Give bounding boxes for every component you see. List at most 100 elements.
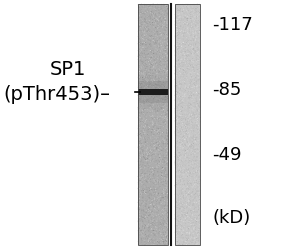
Point bbox=[160, 219, 165, 223]
Point bbox=[174, 238, 179, 242]
Point bbox=[195, 198, 200, 202]
Point bbox=[191, 225, 196, 229]
Point bbox=[186, 60, 191, 64]
Point bbox=[144, 114, 148, 117]
Point bbox=[161, 110, 166, 114]
Point bbox=[182, 105, 186, 109]
Point bbox=[144, 49, 149, 53]
Point bbox=[183, 143, 188, 147]
Point bbox=[187, 161, 192, 165]
Point bbox=[196, 68, 200, 72]
Point bbox=[164, 162, 169, 166]
Point bbox=[178, 70, 183, 74]
Point bbox=[185, 154, 190, 158]
Point bbox=[161, 17, 166, 21]
Point bbox=[195, 100, 200, 104]
Point bbox=[195, 20, 200, 24]
Point bbox=[194, 87, 199, 91]
Point bbox=[152, 182, 157, 186]
Point bbox=[164, 242, 169, 246]
Point bbox=[185, 120, 190, 124]
Point bbox=[190, 72, 195, 76]
Point bbox=[176, 185, 181, 189]
Point bbox=[176, 162, 181, 166]
Point bbox=[177, 212, 182, 216]
Point bbox=[165, 94, 170, 98]
Point bbox=[176, 71, 181, 75]
Point bbox=[189, 212, 194, 216]
Point bbox=[183, 212, 188, 216]
Point bbox=[154, 118, 159, 122]
Point bbox=[160, 20, 164, 24]
Point bbox=[161, 106, 166, 110]
Point bbox=[153, 176, 158, 180]
Point bbox=[184, 46, 189, 50]
Point bbox=[177, 169, 182, 173]
Point bbox=[196, 78, 201, 82]
Point bbox=[182, 80, 187, 84]
Point bbox=[187, 60, 192, 64]
Point bbox=[143, 76, 148, 80]
Point bbox=[185, 181, 190, 185]
Point bbox=[194, 124, 199, 128]
Point bbox=[144, 168, 149, 172]
Point bbox=[153, 60, 158, 64]
Point bbox=[180, 25, 185, 29]
Point bbox=[175, 229, 180, 233]
Point bbox=[189, 146, 194, 150]
Point bbox=[155, 40, 160, 44]
Point bbox=[144, 24, 149, 28]
Point bbox=[152, 171, 157, 175]
Point bbox=[142, 217, 147, 221]
Point bbox=[146, 122, 150, 126]
Point bbox=[181, 116, 186, 119]
Point bbox=[193, 212, 198, 216]
Point bbox=[180, 119, 184, 123]
Point bbox=[196, 26, 201, 30]
Point bbox=[158, 133, 163, 137]
Point bbox=[177, 242, 182, 246]
Point bbox=[137, 88, 142, 92]
Point bbox=[151, 104, 156, 108]
Point bbox=[178, 142, 182, 146]
Point bbox=[140, 187, 145, 191]
Point bbox=[188, 38, 192, 42]
Point bbox=[157, 154, 162, 158]
Point bbox=[164, 175, 168, 179]
Point bbox=[158, 150, 163, 154]
Point bbox=[137, 58, 142, 62]
Point bbox=[194, 116, 199, 120]
Point bbox=[148, 110, 152, 114]
Point bbox=[166, 52, 170, 56]
Point bbox=[197, 67, 202, 71]
Point bbox=[188, 60, 193, 64]
Point bbox=[158, 160, 163, 164]
Point bbox=[188, 73, 193, 77]
Point bbox=[187, 230, 192, 234]
Point bbox=[189, 27, 194, 31]
Point bbox=[181, 111, 186, 115]
Point bbox=[142, 213, 147, 217]
Point bbox=[176, 50, 181, 54]
Point bbox=[197, 212, 202, 216]
Point bbox=[145, 224, 149, 228]
Point bbox=[197, 60, 202, 64]
Point bbox=[143, 207, 148, 211]
Point bbox=[194, 45, 199, 49]
Point bbox=[188, 77, 193, 81]
Point bbox=[138, 44, 143, 48]
Point bbox=[146, 96, 151, 100]
Point bbox=[142, 130, 146, 134]
Point bbox=[154, 228, 159, 232]
Point bbox=[146, 32, 151, 36]
Point bbox=[159, 8, 164, 12]
Point bbox=[142, 83, 146, 87]
Point bbox=[148, 56, 153, 60]
Point bbox=[173, 119, 178, 123]
Point bbox=[163, 113, 168, 117]
Point bbox=[141, 46, 146, 50]
Point bbox=[159, 214, 164, 218]
Point bbox=[136, 71, 141, 75]
Point bbox=[178, 42, 183, 46]
Point bbox=[138, 82, 142, 86]
